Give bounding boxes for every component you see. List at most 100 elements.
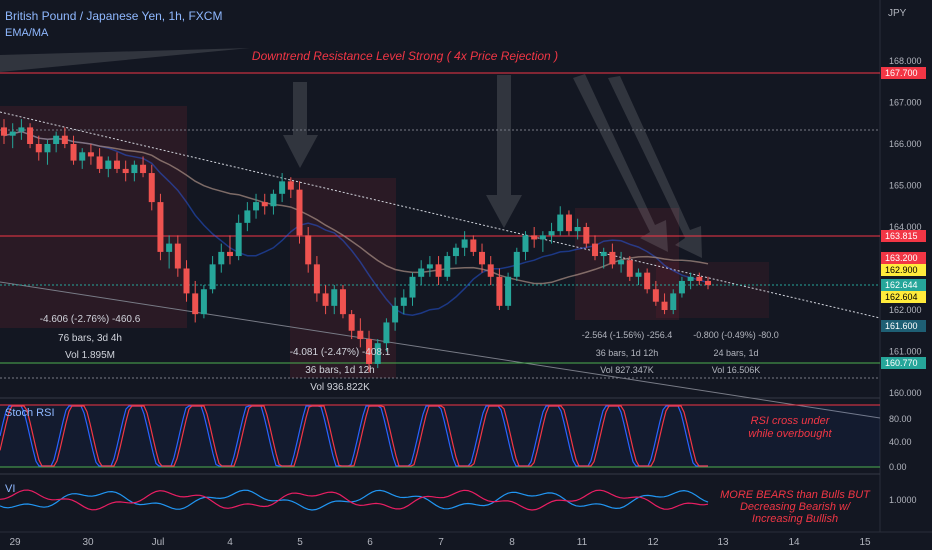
candle[interactable] bbox=[218, 243, 225, 273]
downtrend-line[interactable] bbox=[0, 111, 881, 319]
candle-body bbox=[609, 251, 616, 265]
candle[interactable] bbox=[131, 160, 138, 182]
measure-2-change: -4.081 (-2.47%) -408.1 bbox=[290, 347, 391, 358]
candle[interactable] bbox=[496, 268, 503, 311]
candle[interactable] bbox=[705, 276, 711, 290]
candle[interactable] bbox=[618, 251, 625, 273]
candle[interactable] bbox=[226, 235, 233, 265]
candle[interactable] bbox=[261, 193, 268, 215]
candle[interactable] bbox=[253, 193, 260, 219]
candle[interactable] bbox=[331, 285, 338, 315]
price-axis[interactable]: 168.000167.000166.000165.000164.000163.0… bbox=[889, 56, 922, 398]
candle[interactable] bbox=[348, 310, 355, 340]
candle[interactable] bbox=[305, 227, 312, 273]
time-tick-label: 5 bbox=[297, 537, 303, 548]
candle[interactable] bbox=[96, 148, 103, 174]
candle[interactable] bbox=[479, 243, 486, 273]
candle[interactable] bbox=[1, 119, 7, 144]
candle[interactable] bbox=[357, 318, 364, 348]
measure-2-vol: Vol 936.822K bbox=[310, 382, 370, 393]
candle[interactable] bbox=[374, 339, 381, 369]
candle[interactable] bbox=[44, 139, 51, 165]
candle[interactable] bbox=[122, 160, 129, 182]
candle[interactable] bbox=[140, 156, 147, 178]
candle[interactable] bbox=[670, 289, 677, 315]
candle[interactable] bbox=[70, 135, 77, 165]
candle-body bbox=[383, 322, 390, 344]
time-axis[interactable]: 29 30 Jul 4 5 6 7 8 11 12 13 14 15 bbox=[9, 537, 871, 548]
candle-body bbox=[348, 314, 355, 331]
price-tick-label: 166.000 bbox=[889, 139, 922, 149]
candle[interactable] bbox=[548, 222, 555, 244]
candle[interactable] bbox=[574, 218, 581, 240]
candle[interactable] bbox=[461, 231, 468, 257]
candle[interactable] bbox=[418, 260, 425, 286]
candle[interactable] bbox=[296, 181, 303, 244]
candle[interactable] bbox=[53, 131, 60, 153]
candle[interactable] bbox=[678, 276, 685, 298]
candle[interactable] bbox=[626, 256, 633, 281]
candle[interactable] bbox=[166, 235, 173, 269]
candle[interactable] bbox=[113, 152, 120, 174]
lower-channel-line[interactable] bbox=[0, 281, 881, 419]
candle[interactable] bbox=[148, 164, 155, 211]
candle[interactable] bbox=[366, 330, 373, 373]
price-tick-label: 168.000 bbox=[889, 56, 922, 66]
candle[interactable] bbox=[452, 243, 459, 265]
candle[interactable] bbox=[600, 247, 607, 269]
candle[interactable] bbox=[200, 285, 207, 319]
candle[interactable] bbox=[279, 173, 286, 203]
candle[interactable] bbox=[539, 231, 546, 252]
indicator-title[interactable]: EMA/MA bbox=[5, 27, 49, 39]
candle[interactable] bbox=[157, 193, 164, 261]
candle[interactable] bbox=[522, 231, 529, 261]
candle[interactable] bbox=[531, 227, 538, 248]
candle[interactable] bbox=[105, 156, 112, 178]
candle[interactable] bbox=[244, 202, 251, 232]
candle[interactable] bbox=[426, 256, 433, 277]
candle[interactable] bbox=[400, 289, 407, 315]
symbol-title[interactable]: British Pound / Japanese Yen, 1h, FXCM bbox=[5, 9, 222, 23]
candle[interactable] bbox=[583, 222, 590, 248]
candle[interactable] bbox=[270, 189, 277, 215]
candle[interactable] bbox=[192, 280, 199, 323]
candle[interactable] bbox=[444, 251, 451, 281]
candle[interactable] bbox=[313, 256, 320, 302]
candle[interactable] bbox=[287, 177, 294, 198]
candle[interactable] bbox=[557, 206, 564, 236]
candle[interactable] bbox=[18, 119, 25, 140]
candle[interactable] bbox=[209, 256, 216, 294]
candle[interactable] bbox=[435, 256, 442, 286]
candle[interactable] bbox=[592, 235, 599, 261]
stoch-tick-80: 80.00 bbox=[889, 414, 912, 424]
candles-group[interactable] bbox=[1, 119, 711, 373]
candle[interactable] bbox=[696, 272, 703, 286]
candle[interactable] bbox=[505, 272, 512, 310]
candle[interactable] bbox=[609, 243, 616, 269]
candle[interactable] bbox=[339, 285, 346, 319]
candle[interactable] bbox=[174, 235, 181, 277]
candle[interactable] bbox=[9, 123, 16, 149]
candle[interactable] bbox=[61, 127, 68, 149]
candle[interactable] bbox=[565, 210, 572, 236]
candle[interactable] bbox=[652, 280, 659, 306]
candle[interactable] bbox=[87, 144, 94, 165]
candle[interactable] bbox=[644, 268, 651, 294]
candle[interactable] bbox=[687, 272, 694, 290]
candle[interactable] bbox=[392, 297, 399, 331]
candle[interactable] bbox=[383, 318, 390, 352]
candle-body bbox=[261, 202, 268, 207]
candle[interactable] bbox=[235, 214, 242, 261]
candle[interactable] bbox=[27, 123, 34, 149]
candle[interactable] bbox=[513, 247, 520, 281]
candle[interactable] bbox=[635, 268, 642, 286]
candle[interactable] bbox=[409, 272, 416, 306]
candle[interactable] bbox=[487, 256, 494, 286]
candle[interactable] bbox=[183, 260, 190, 302]
candle[interactable] bbox=[470, 235, 477, 257]
candle[interactable] bbox=[79, 148, 86, 169]
candle[interactable] bbox=[322, 285, 329, 315]
candle[interactable] bbox=[661, 293, 668, 315]
candle[interactable] bbox=[35, 135, 42, 161]
